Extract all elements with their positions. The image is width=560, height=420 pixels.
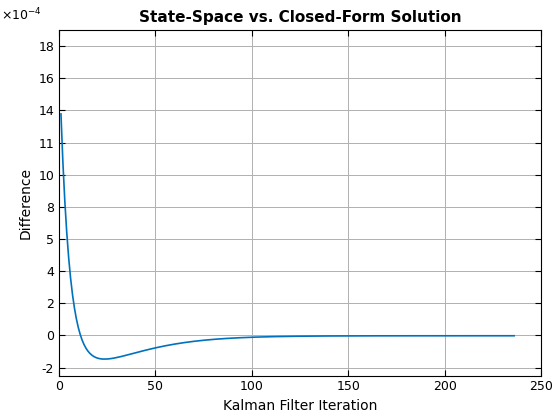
Title: State-Space vs. Closed-Form Solution: State-Space vs. Closed-Form Solution xyxy=(139,10,461,25)
X-axis label: Kalman Filter Iteration: Kalman Filter Iteration xyxy=(223,399,377,413)
Y-axis label: Difference: Difference xyxy=(18,167,32,239)
Text: $\times10^{-4}$: $\times10^{-4}$ xyxy=(1,6,42,23)
